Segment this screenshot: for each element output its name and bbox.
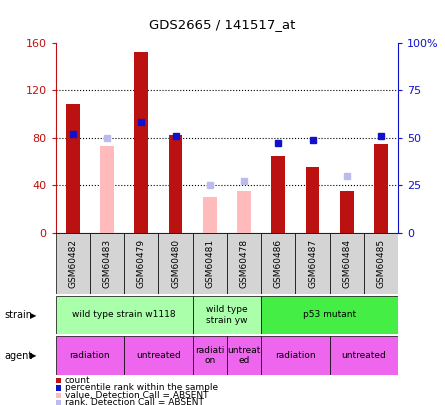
Bar bbox=[295, 43, 330, 233]
Text: GSM60478: GSM60478 bbox=[239, 239, 249, 288]
Bar bbox=[158, 43, 193, 233]
Text: radiation: radiation bbox=[275, 351, 316, 360]
Text: untreat
ed: untreat ed bbox=[227, 346, 261, 365]
Bar bbox=[295, 233, 330, 294]
Text: ▶: ▶ bbox=[30, 351, 37, 360]
Bar bbox=[227, 233, 261, 294]
Text: GSM60481: GSM60481 bbox=[205, 239, 214, 288]
Bar bbox=[261, 233, 295, 294]
Bar bbox=[203, 197, 217, 233]
Bar bbox=[124, 336, 193, 375]
Text: GSM60486: GSM60486 bbox=[274, 239, 283, 288]
Bar bbox=[90, 233, 124, 294]
Bar bbox=[56, 336, 124, 375]
Text: GDS2665 / 141517_at: GDS2665 / 141517_at bbox=[150, 18, 295, 31]
Bar bbox=[261, 336, 330, 375]
Text: GSM60483: GSM60483 bbox=[102, 239, 112, 288]
Text: radiati
on: radiati on bbox=[195, 346, 225, 365]
Bar bbox=[261, 43, 295, 233]
Bar bbox=[261, 296, 398, 334]
Text: percentile rank within the sample: percentile rank within the sample bbox=[65, 384, 218, 392]
Bar bbox=[306, 167, 320, 233]
Text: value, Detection Call = ABSENT: value, Detection Call = ABSENT bbox=[65, 391, 208, 400]
Bar bbox=[364, 233, 398, 294]
Bar bbox=[193, 336, 227, 375]
Bar bbox=[193, 233, 227, 294]
Bar bbox=[66, 104, 80, 233]
Text: untreated: untreated bbox=[136, 351, 181, 360]
Bar bbox=[330, 43, 364, 233]
Text: GSM60487: GSM60487 bbox=[308, 239, 317, 288]
Bar bbox=[374, 144, 388, 233]
Bar bbox=[124, 233, 158, 294]
Text: radiation: radiation bbox=[69, 351, 110, 360]
Bar bbox=[158, 233, 193, 294]
Text: agent: agent bbox=[4, 351, 32, 360]
Bar bbox=[227, 336, 261, 375]
Text: wild type strain w1118: wild type strain w1118 bbox=[73, 310, 176, 320]
Text: rank, Detection Call = ABSENT: rank, Detection Call = ABSENT bbox=[65, 398, 204, 405]
Text: untreated: untreated bbox=[342, 351, 386, 360]
Bar bbox=[340, 191, 354, 233]
Text: GSM60482: GSM60482 bbox=[68, 239, 77, 288]
Text: GSM60480: GSM60480 bbox=[171, 239, 180, 288]
Text: p53 mutant: p53 mutant bbox=[303, 310, 356, 320]
Text: ▶: ▶ bbox=[30, 311, 37, 320]
Text: count: count bbox=[65, 376, 91, 385]
Text: GSM60485: GSM60485 bbox=[376, 239, 386, 288]
Bar bbox=[227, 43, 261, 233]
Bar bbox=[271, 156, 285, 233]
Bar bbox=[193, 43, 227, 233]
Bar bbox=[330, 233, 364, 294]
Text: GSM60479: GSM60479 bbox=[137, 239, 146, 288]
Bar bbox=[56, 296, 193, 334]
Text: GSM60484: GSM60484 bbox=[342, 239, 352, 288]
Bar bbox=[90, 43, 124, 233]
Bar bbox=[56, 43, 90, 233]
Bar bbox=[100, 146, 114, 233]
Bar bbox=[134, 52, 148, 233]
Bar bbox=[364, 43, 398, 233]
Text: wild type
strain yw: wild type strain yw bbox=[206, 305, 248, 324]
Bar bbox=[193, 296, 261, 334]
Text: strain: strain bbox=[4, 310, 32, 320]
Bar bbox=[169, 135, 182, 233]
Bar bbox=[56, 233, 90, 294]
Bar bbox=[237, 191, 251, 233]
Bar bbox=[330, 336, 398, 375]
Bar bbox=[124, 43, 158, 233]
